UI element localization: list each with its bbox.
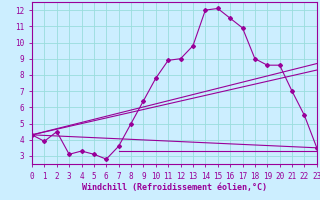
X-axis label: Windchill (Refroidissement éolien,°C): Windchill (Refroidissement éolien,°C) bbox=[82, 183, 267, 192]
